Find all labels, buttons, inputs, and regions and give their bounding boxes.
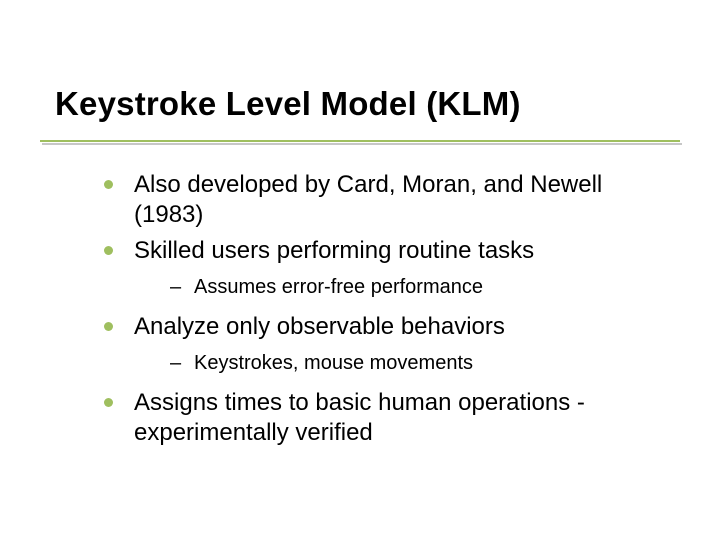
title-underline [40, 140, 680, 142]
bullet-item: Skilled users performing routine tasks [60, 236, 660, 266]
bullet-icon [104, 322, 113, 331]
bullet-text: Also developed by Card, Moran, and Newel… [134, 171, 602, 228]
slide-title: Keystroke Level Model (KLM) [55, 85, 521, 123]
bullet-text: Analyze only observable behaviors [134, 313, 505, 340]
slide: Keystroke Level Model (KLM) Also develop… [0, 0, 720, 540]
bullet-item: Assigns times to basic human operations … [60, 388, 660, 448]
sub-bullet-text: Assumes error-free performance [194, 276, 483, 298]
bullet-item: Also developed by Card, Moran, and Newel… [60, 170, 660, 230]
slide-body: Also developed by Card, Moran, and Newel… [60, 170, 660, 454]
dash-icon: – [170, 350, 181, 376]
title-underline-shadow [42, 143, 682, 145]
sub-bullet-text: Keystrokes, mouse movements [194, 352, 473, 374]
dash-icon: – [170, 274, 181, 300]
bullet-text: Assigns times to basic human operations … [134, 389, 585, 446]
bullet-icon [104, 246, 113, 255]
bullet-item: Analyze only observable behaviors [60, 312, 660, 342]
sub-bullet-item: – Keystrokes, mouse movements [60, 350, 660, 376]
sub-bullet-item: – Assumes error-free performance [60, 274, 660, 300]
bullet-icon [104, 398, 113, 407]
bullet-text: Skilled users performing routine tasks [134, 237, 534, 264]
bullet-icon [104, 180, 113, 189]
